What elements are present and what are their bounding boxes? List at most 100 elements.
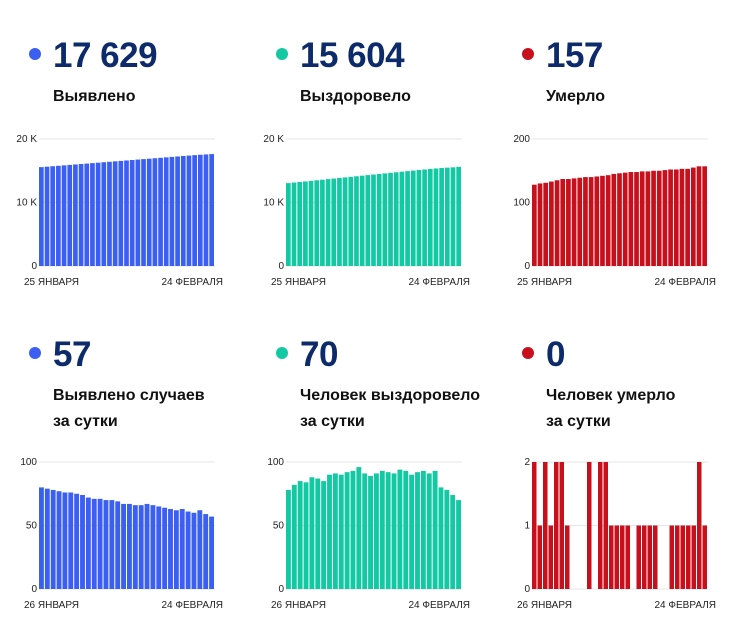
y-tick-label: 0 xyxy=(278,584,284,595)
x-end-label: 24 ФЕВРАЛЯ xyxy=(654,277,716,288)
bar xyxy=(84,163,90,266)
bar xyxy=(588,177,594,266)
bar xyxy=(639,171,645,266)
y-tick-label: 50 xyxy=(26,521,38,532)
bar xyxy=(197,154,203,266)
bar xyxy=(185,511,191,589)
bar xyxy=(359,175,365,266)
stat-label-line: за сутки xyxy=(300,413,365,430)
bar xyxy=(56,491,62,589)
bar xyxy=(393,172,399,266)
bar xyxy=(163,157,169,266)
bar xyxy=(124,160,129,266)
bar xyxy=(651,170,656,266)
bar xyxy=(209,154,214,266)
y-tick-label: 1 xyxy=(524,521,530,532)
x-start-label: 26 ЯНВАРЯ xyxy=(271,600,326,611)
bar xyxy=(62,492,68,589)
bar xyxy=(150,505,156,589)
bar xyxy=(309,477,315,589)
stat-label: Умерло xyxy=(546,84,605,110)
bar xyxy=(426,473,432,589)
y-tick-label: 0 xyxy=(31,261,37,272)
bar xyxy=(397,469,403,589)
bar xyxy=(362,473,368,589)
bar xyxy=(61,165,67,266)
bar xyxy=(444,489,450,589)
bar xyxy=(321,481,327,589)
bar xyxy=(73,164,78,266)
bar xyxy=(680,525,685,589)
bar xyxy=(109,500,115,589)
bar xyxy=(645,171,651,266)
stat-label-line: Человек умерло xyxy=(546,387,676,404)
bar xyxy=(416,169,422,266)
bar xyxy=(385,472,391,589)
bar xyxy=(286,489,291,589)
stat-label-line: Человек выздоровело xyxy=(300,387,481,404)
bar xyxy=(169,156,175,266)
stat-label: Человек умерло за сутки xyxy=(546,383,675,435)
y-tick-label: 10 K xyxy=(263,198,284,209)
stat-label: Выздоровело xyxy=(300,84,411,110)
bar xyxy=(583,177,588,266)
bar xyxy=(39,167,44,266)
bar xyxy=(297,481,303,589)
bar xyxy=(611,173,617,266)
bar xyxy=(97,498,103,589)
bar xyxy=(673,169,679,266)
x-start-label: 25 ЯНВАРЯ xyxy=(271,277,326,288)
bar xyxy=(628,172,634,266)
bar xyxy=(291,182,297,266)
bar-chart-detected-total: 0 10 K 20 K 25 ЯНВАРЯ 24 ФЕВРАЛЯ xyxy=(16,134,223,288)
bar xyxy=(410,170,416,266)
bar xyxy=(391,473,397,589)
bar xyxy=(103,500,109,589)
bar xyxy=(348,176,354,266)
bar xyxy=(337,177,342,266)
bar xyxy=(135,159,141,266)
stat-label-line: Умерло xyxy=(546,88,605,105)
y-tick-label: 2 xyxy=(524,457,530,468)
bar xyxy=(702,525,707,589)
bar xyxy=(180,156,186,266)
bar xyxy=(303,482,309,589)
x-end-label: 24 ФЕВРАЛЯ xyxy=(408,277,470,288)
bar xyxy=(158,157,163,266)
stat-label-line: Выздоровело xyxy=(300,88,411,105)
y-tick-label: 0 xyxy=(31,584,37,595)
bar xyxy=(112,161,118,266)
bar xyxy=(332,473,338,589)
bar xyxy=(691,525,696,589)
bar xyxy=(291,484,297,589)
bar xyxy=(532,184,537,266)
bar xyxy=(74,493,80,589)
bar xyxy=(603,462,608,589)
bar xyxy=(600,175,605,266)
bar xyxy=(559,462,564,589)
stat-value: 17 629 xyxy=(53,36,158,75)
bar xyxy=(549,181,554,266)
y-tick-label: 100 xyxy=(267,457,284,468)
bar xyxy=(617,173,622,266)
panel-detected-total: 17 629 Выявлено 0 10 K 20 K 25 ЯНВАРЯ 24 ФЕВРА… xyxy=(16,36,259,296)
bar xyxy=(115,501,121,589)
bar xyxy=(68,492,74,589)
bar xyxy=(50,489,56,589)
bar-chart-recovered-daily: 0 50 100 26 ЯНВАРЯ 24 ФЕВРАЛЯ xyxy=(267,457,470,611)
panel-deaths-daily: 0 Человек умерло за сутки 0 1 2 26 ЯНВАРЯ 24 ФЕ… xyxy=(517,337,749,619)
bar xyxy=(315,478,321,589)
x-end-label: 24 ФЕВРАЛЯ xyxy=(654,600,716,611)
legend-dot-icon xyxy=(29,347,41,359)
bar xyxy=(350,470,356,589)
stat-value: 157 xyxy=(546,36,603,75)
bar xyxy=(554,180,560,266)
bar xyxy=(203,514,209,589)
bar xyxy=(90,163,95,266)
bar xyxy=(209,516,214,589)
stat-label-line: за сутки xyxy=(546,413,611,430)
x-end-label: 24 ФЕВРАЛЯ xyxy=(408,600,470,611)
bar xyxy=(686,525,691,589)
bar xyxy=(403,470,409,589)
stat-label: Выявлено случаев за сутки xyxy=(53,383,205,435)
